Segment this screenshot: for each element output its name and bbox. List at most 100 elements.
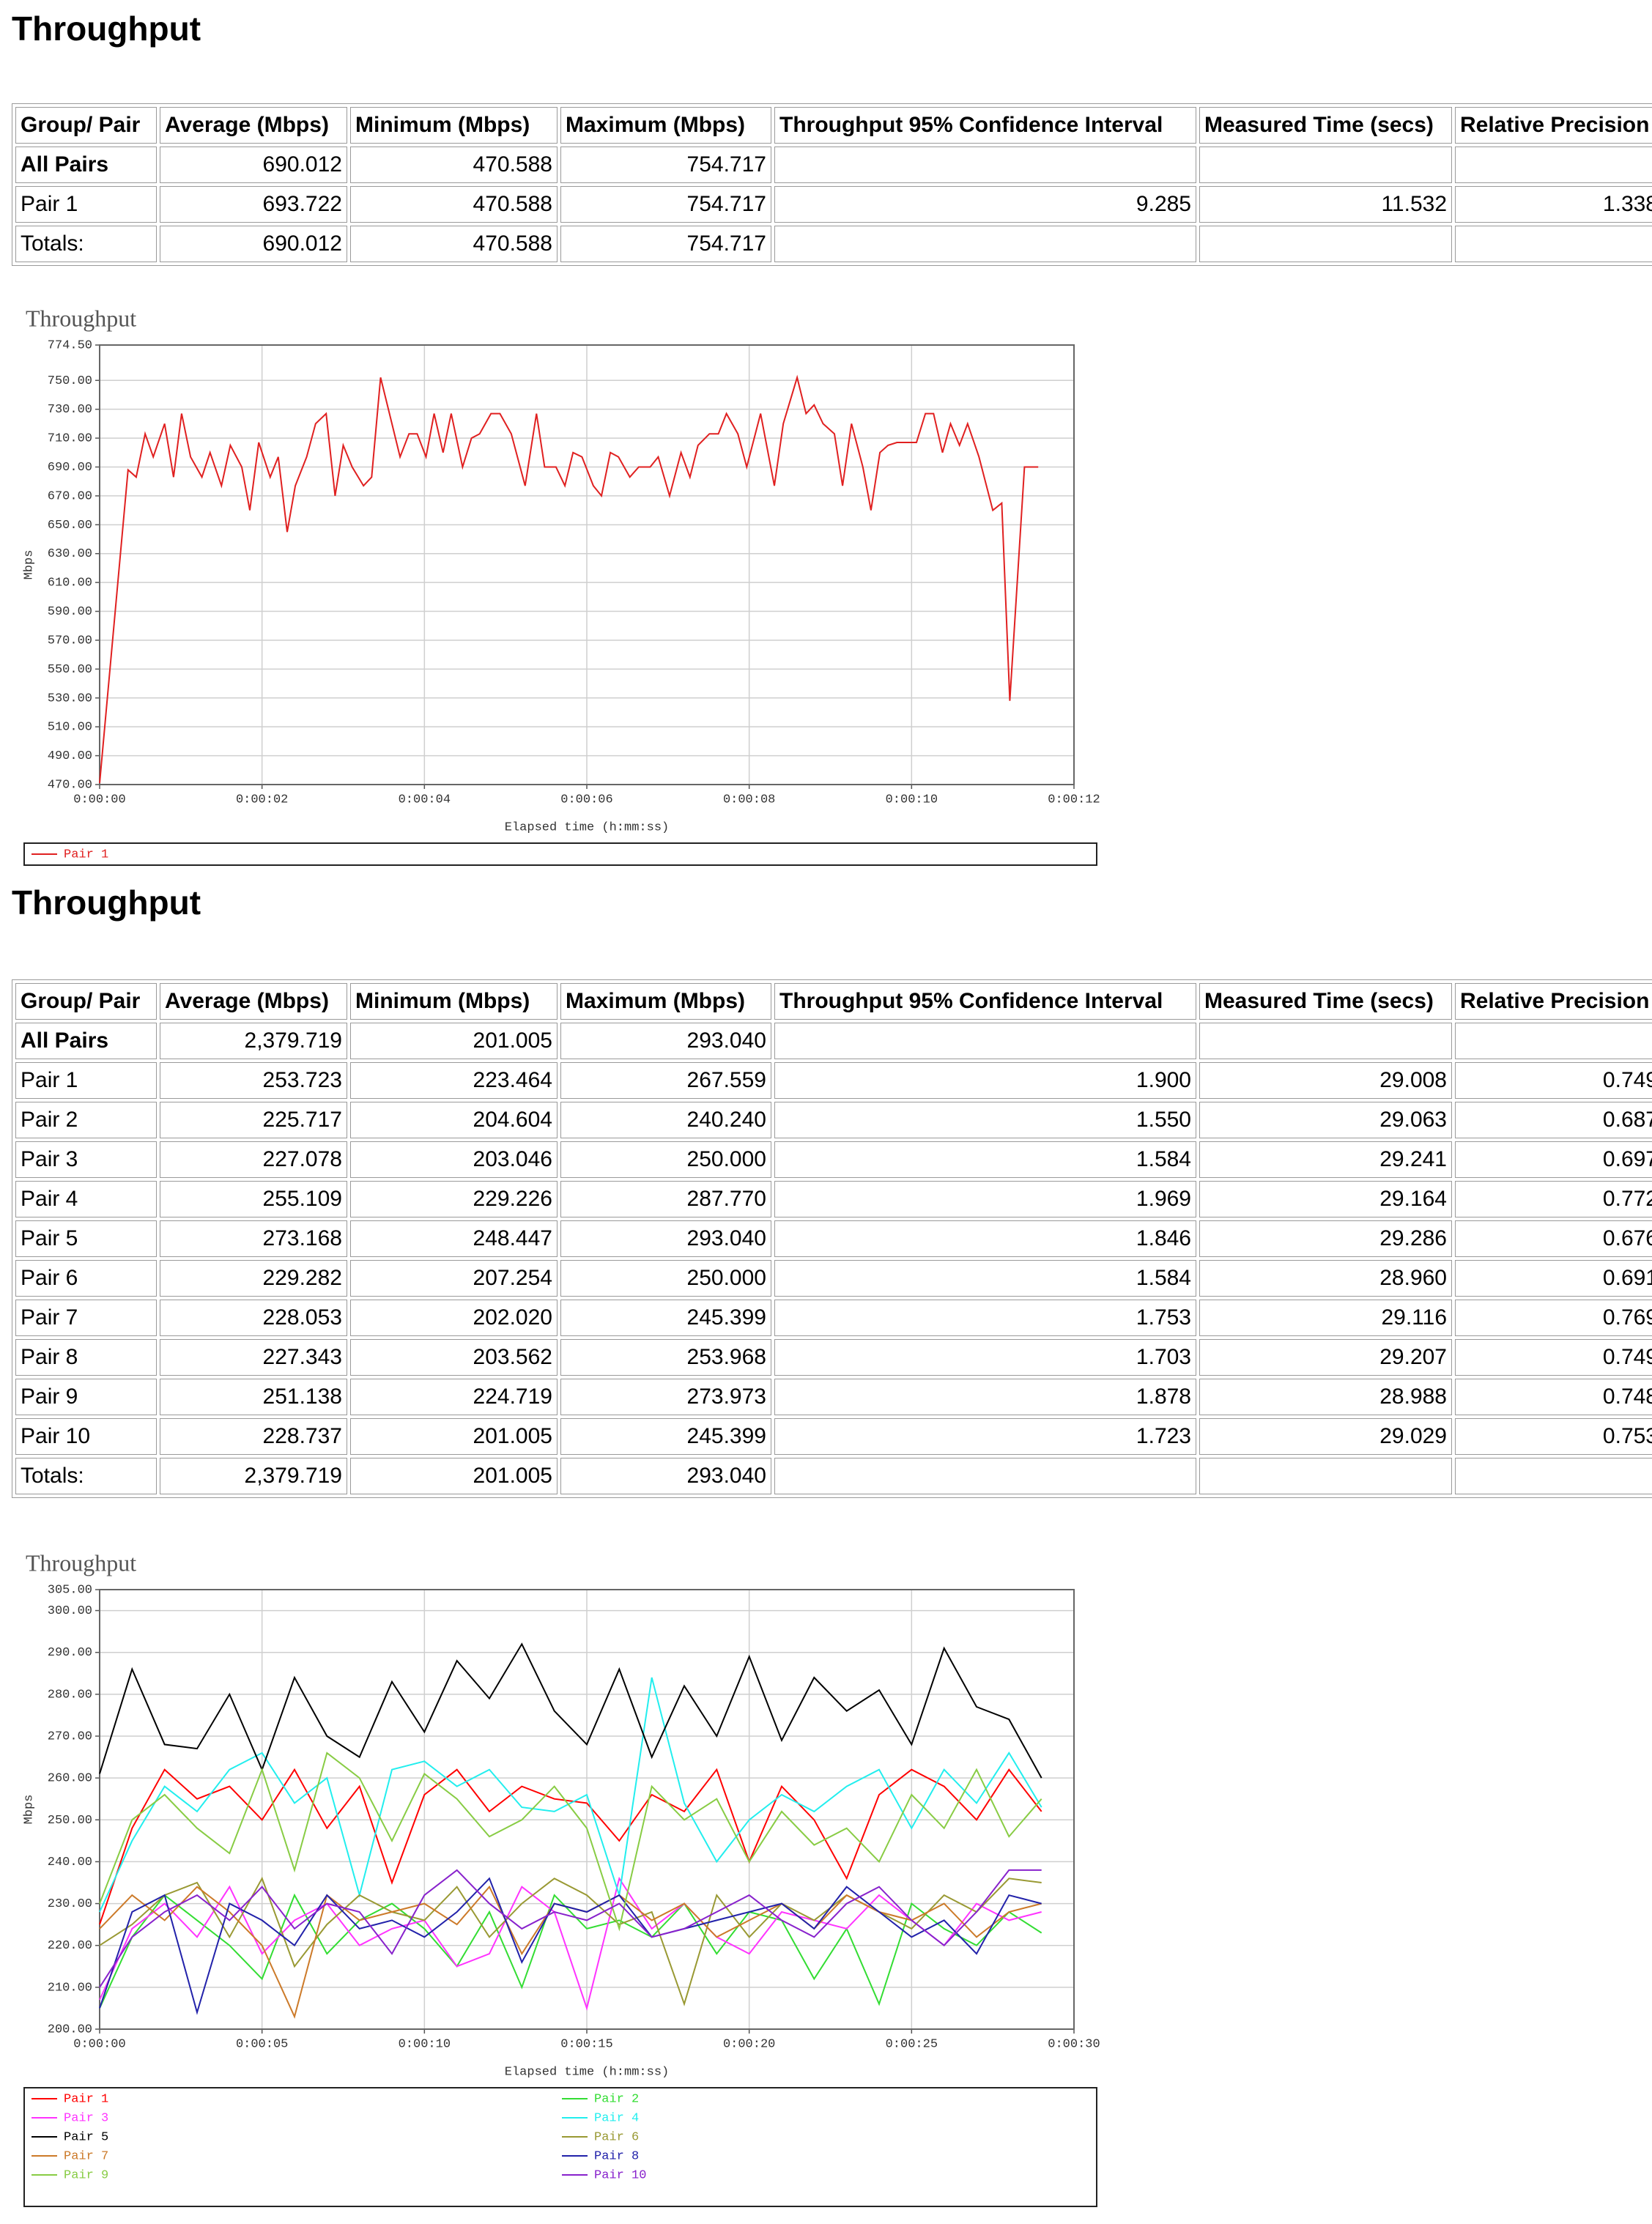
table-cell: 227.343 xyxy=(160,1339,347,1376)
table-cell xyxy=(1199,1023,1452,1059)
series-line xyxy=(99,374,1039,784)
table-cell: 203.562 xyxy=(350,1339,558,1376)
header-cell: Relative Precision xyxy=(1455,983,1652,1020)
table-cell: 1.878 xyxy=(774,1379,1196,1415)
table-cell xyxy=(1199,226,1452,262)
table-cell: Pair 6 xyxy=(15,1260,157,1297)
table-cell: Pair 7 xyxy=(15,1300,157,1336)
table-row: Pair 10 228.737 201.005 245.399 1.723 29.029 0… xyxy=(15,1418,1652,1455)
table-row: Pair 7 228.053 202.020 245.399 1.753 29.116 0.… xyxy=(15,1300,1652,1336)
table-cell: 1.338 xyxy=(1455,186,1652,223)
table-cell xyxy=(1455,147,1652,183)
table-cell: 293.040 xyxy=(560,1220,771,1257)
table-cell xyxy=(1199,1458,1452,1494)
x-tick-label: 0:00:08 xyxy=(723,793,775,807)
chart-title: Throughput xyxy=(26,305,136,331)
x-tick-label: 0:00:06 xyxy=(560,793,612,807)
table-cell: 470.588 xyxy=(350,186,558,223)
data-table: Group/ Pair Average (Mbps) Minimum (Mbps) M… xyxy=(12,979,1652,1498)
table-cell: 0.753 xyxy=(1455,1418,1652,1455)
table-cell: 2,379.719 xyxy=(160,1023,347,1059)
table-cell: 0.691 xyxy=(1455,1260,1652,1297)
table-cell: 690.012 xyxy=(160,226,347,262)
table-cell: 223.464 xyxy=(350,1062,558,1099)
table-cell: 754.717 xyxy=(560,186,771,223)
table-cell: 250.000 xyxy=(560,1141,771,1178)
table-cell xyxy=(774,226,1196,262)
legend-label: Pair 9 xyxy=(64,2168,108,2182)
table-cell: 470.588 xyxy=(350,147,558,183)
y-tick-label: 774.50 xyxy=(48,338,92,352)
table-cell: 224.719 xyxy=(350,1379,558,1415)
table-cell xyxy=(774,1023,1196,1059)
table-row: Pair 4 255.109 229.226 287.770 1.969 29.164 0.… xyxy=(15,1181,1652,1217)
series-line xyxy=(99,1752,1042,1932)
table-cell: 245.399 xyxy=(560,1300,771,1336)
table-cell: Totals: xyxy=(15,226,157,262)
table-cell: 29.008 xyxy=(1199,1062,1452,1099)
x-axis-title: Elapsed time (h:mm:ss) xyxy=(505,820,669,834)
x-tick-label: 0:00:10 xyxy=(886,793,938,807)
table-cell: 229.282 xyxy=(160,1260,347,1297)
series-line xyxy=(99,1768,1042,1925)
header-row: Group/ Pair Average (Mbps) Minimum (Mbps) M… xyxy=(15,107,1652,144)
table-cell: 29.029 xyxy=(1199,1418,1452,1455)
table-cell: 29.063 xyxy=(1199,1102,1452,1138)
table-cell: 29.286 xyxy=(1199,1220,1452,1257)
y-axis-title: Mbps xyxy=(22,1795,36,1825)
table-cell: 29.241 xyxy=(1199,1141,1452,1178)
legend-label: Pair 8 xyxy=(594,2149,639,2163)
series-line xyxy=(99,1877,1042,2015)
table-cell: 29.207 xyxy=(1199,1339,1452,1376)
table-cell: 207.254 xyxy=(350,1260,558,1297)
data-table: Group/ Pair Average (Mbps) Minimum (Mbps) M… xyxy=(12,103,1652,266)
legend-label: Pair 6 xyxy=(594,2130,639,2144)
header-cell: Measured Time (secs) xyxy=(1199,107,1452,144)
y-tick-label: 730.00 xyxy=(48,403,92,417)
table-cell: 255.109 xyxy=(160,1181,347,1217)
x-tick-label: 0:00:10 xyxy=(399,2037,451,2051)
header-row: Group/ Pair Average (Mbps) Minimum (Mbps) M… xyxy=(15,983,1652,1020)
table-cell: 201.005 xyxy=(350,1418,558,1455)
y-tick-label: 470.00 xyxy=(48,778,92,792)
legend-label: Pair 5 xyxy=(64,2130,108,2144)
table-row: Pair 1 693.722 470.588 754.717 9.285 11.532 1.… xyxy=(15,186,1652,223)
y-tick-label: 300.00 xyxy=(48,1604,92,1618)
table-cell: Pair 1 xyxy=(15,1062,157,1099)
y-tick-label: 630.00 xyxy=(48,547,92,561)
table-cell: 0.769 xyxy=(1455,1300,1652,1336)
table-cell: 201.005 xyxy=(350,1023,558,1059)
table-cell: 29.164 xyxy=(1199,1181,1452,1217)
series-line xyxy=(99,1876,1042,2006)
table-cell: 28.988 xyxy=(1199,1379,1452,1415)
table-row: All Pairs 690.012 470.588 754.717 xyxy=(15,147,1652,183)
y-tick-label: 280.00 xyxy=(48,1688,92,1702)
table-cell: 1.584 xyxy=(774,1260,1196,1297)
table-cell: 0.687 xyxy=(1455,1102,1652,1138)
table-row: Totals: 690.012 470.588 754.717 xyxy=(15,226,1652,262)
y-tick-label: 650.00 xyxy=(48,519,92,533)
table-cell: Pair 4 xyxy=(15,1181,157,1217)
table-cell: 0.697 xyxy=(1455,1141,1652,1178)
table-row: Pair 1 253.723 223.464 267.559 1.900 29.008 0.… xyxy=(15,1062,1652,1099)
table-cell: Pair 1 xyxy=(15,186,157,223)
table-cell: 1.703 xyxy=(774,1339,1196,1376)
table-cell: 28.960 xyxy=(1199,1260,1452,1297)
header-cell: Minimum (Mbps) xyxy=(350,983,558,1020)
series-line xyxy=(99,1642,1042,1779)
y-tick-label: 305.00 xyxy=(48,1583,92,1597)
table-cell: Pair 10 xyxy=(15,1418,157,1455)
table-cell: Pair 2 xyxy=(15,1102,157,1138)
table-cell: All Pairs xyxy=(15,1023,157,1059)
y-tick-label: 590.00 xyxy=(48,605,92,619)
table-cell: 0.749 xyxy=(1455,1339,1652,1376)
table-cell xyxy=(1199,147,1452,183)
series-line xyxy=(99,1893,1042,2009)
header-cell: Group/ Pair xyxy=(15,107,157,144)
table-cell: 2,379.719 xyxy=(160,1458,347,1494)
y-tick-label: 210.00 xyxy=(48,1981,92,1995)
series-line xyxy=(99,1869,1042,1988)
header-cell: Throughput 95% Confidence Interval xyxy=(774,983,1196,1020)
series-line xyxy=(99,1876,1042,2011)
